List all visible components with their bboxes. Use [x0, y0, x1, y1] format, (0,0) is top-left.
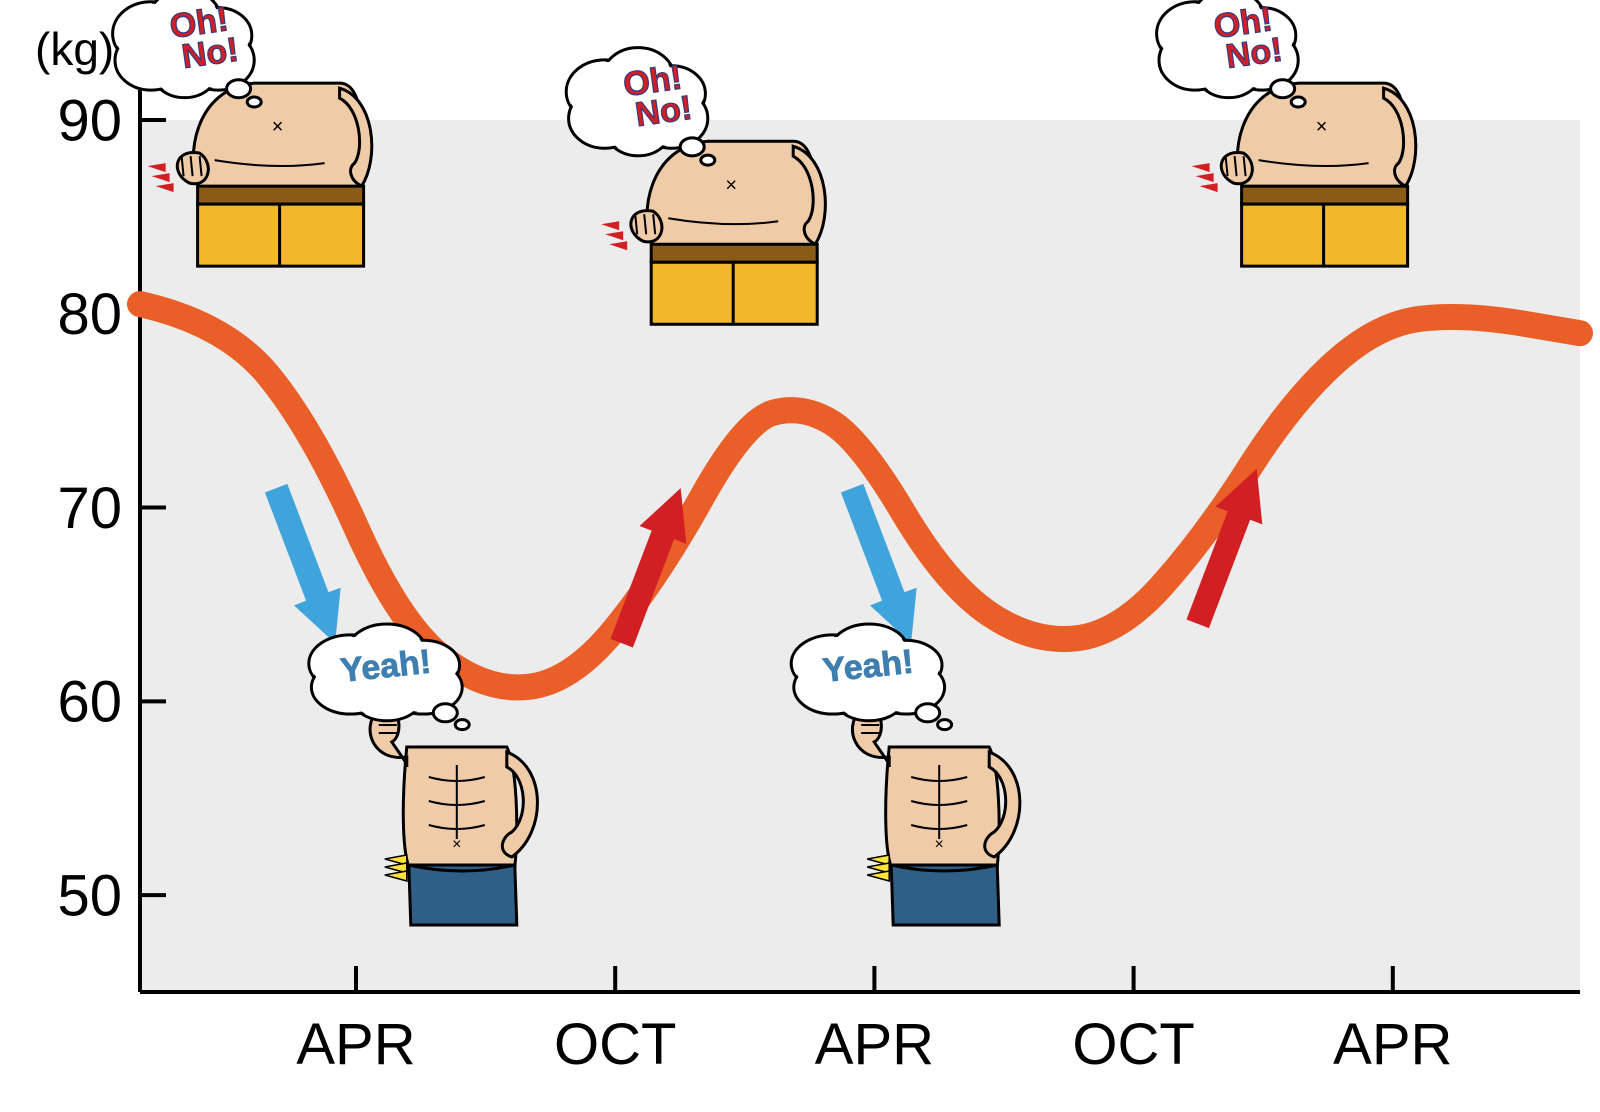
- y-tick-label: 60: [57, 670, 122, 735]
- chart-svg: 5060708090(kg)APROCTAPROCTAPR×Oh!No!×Oh!…: [0, 0, 1600, 1112]
- y-tick-label: 80: [57, 282, 122, 347]
- svg-text:×: ×: [452, 836, 461, 853]
- svg-text:×: ×: [935, 836, 944, 853]
- y-tick-label: 90: [57, 88, 122, 153]
- x-tick-label: OCT: [1072, 1012, 1194, 1077]
- speech-ohno-2: No!: [179, 31, 240, 77]
- svg-text:×: ×: [725, 174, 737, 196]
- y-axis-unit: (kg): [35, 23, 114, 75]
- speech-ohno-2: No!: [1223, 31, 1284, 77]
- x-tick-label: APR: [296, 1012, 415, 1077]
- y-tick-label: 50: [57, 863, 122, 928]
- svg-text:×: ×: [272, 116, 284, 138]
- weight-yoyo-chart: 5060708090(kg)APROCTAPROCTAPR×Oh!No!×Oh!…: [0, 0, 1600, 1112]
- x-tick-label: APR: [815, 1012, 934, 1077]
- svg-text:×: ×: [1316, 116, 1328, 138]
- y-tick-label: 70: [57, 476, 122, 541]
- speech-ohno-2: No!: [633, 89, 694, 135]
- x-tick-label: OCT: [554, 1012, 676, 1077]
- x-tick-label: APR: [1333, 1012, 1452, 1077]
